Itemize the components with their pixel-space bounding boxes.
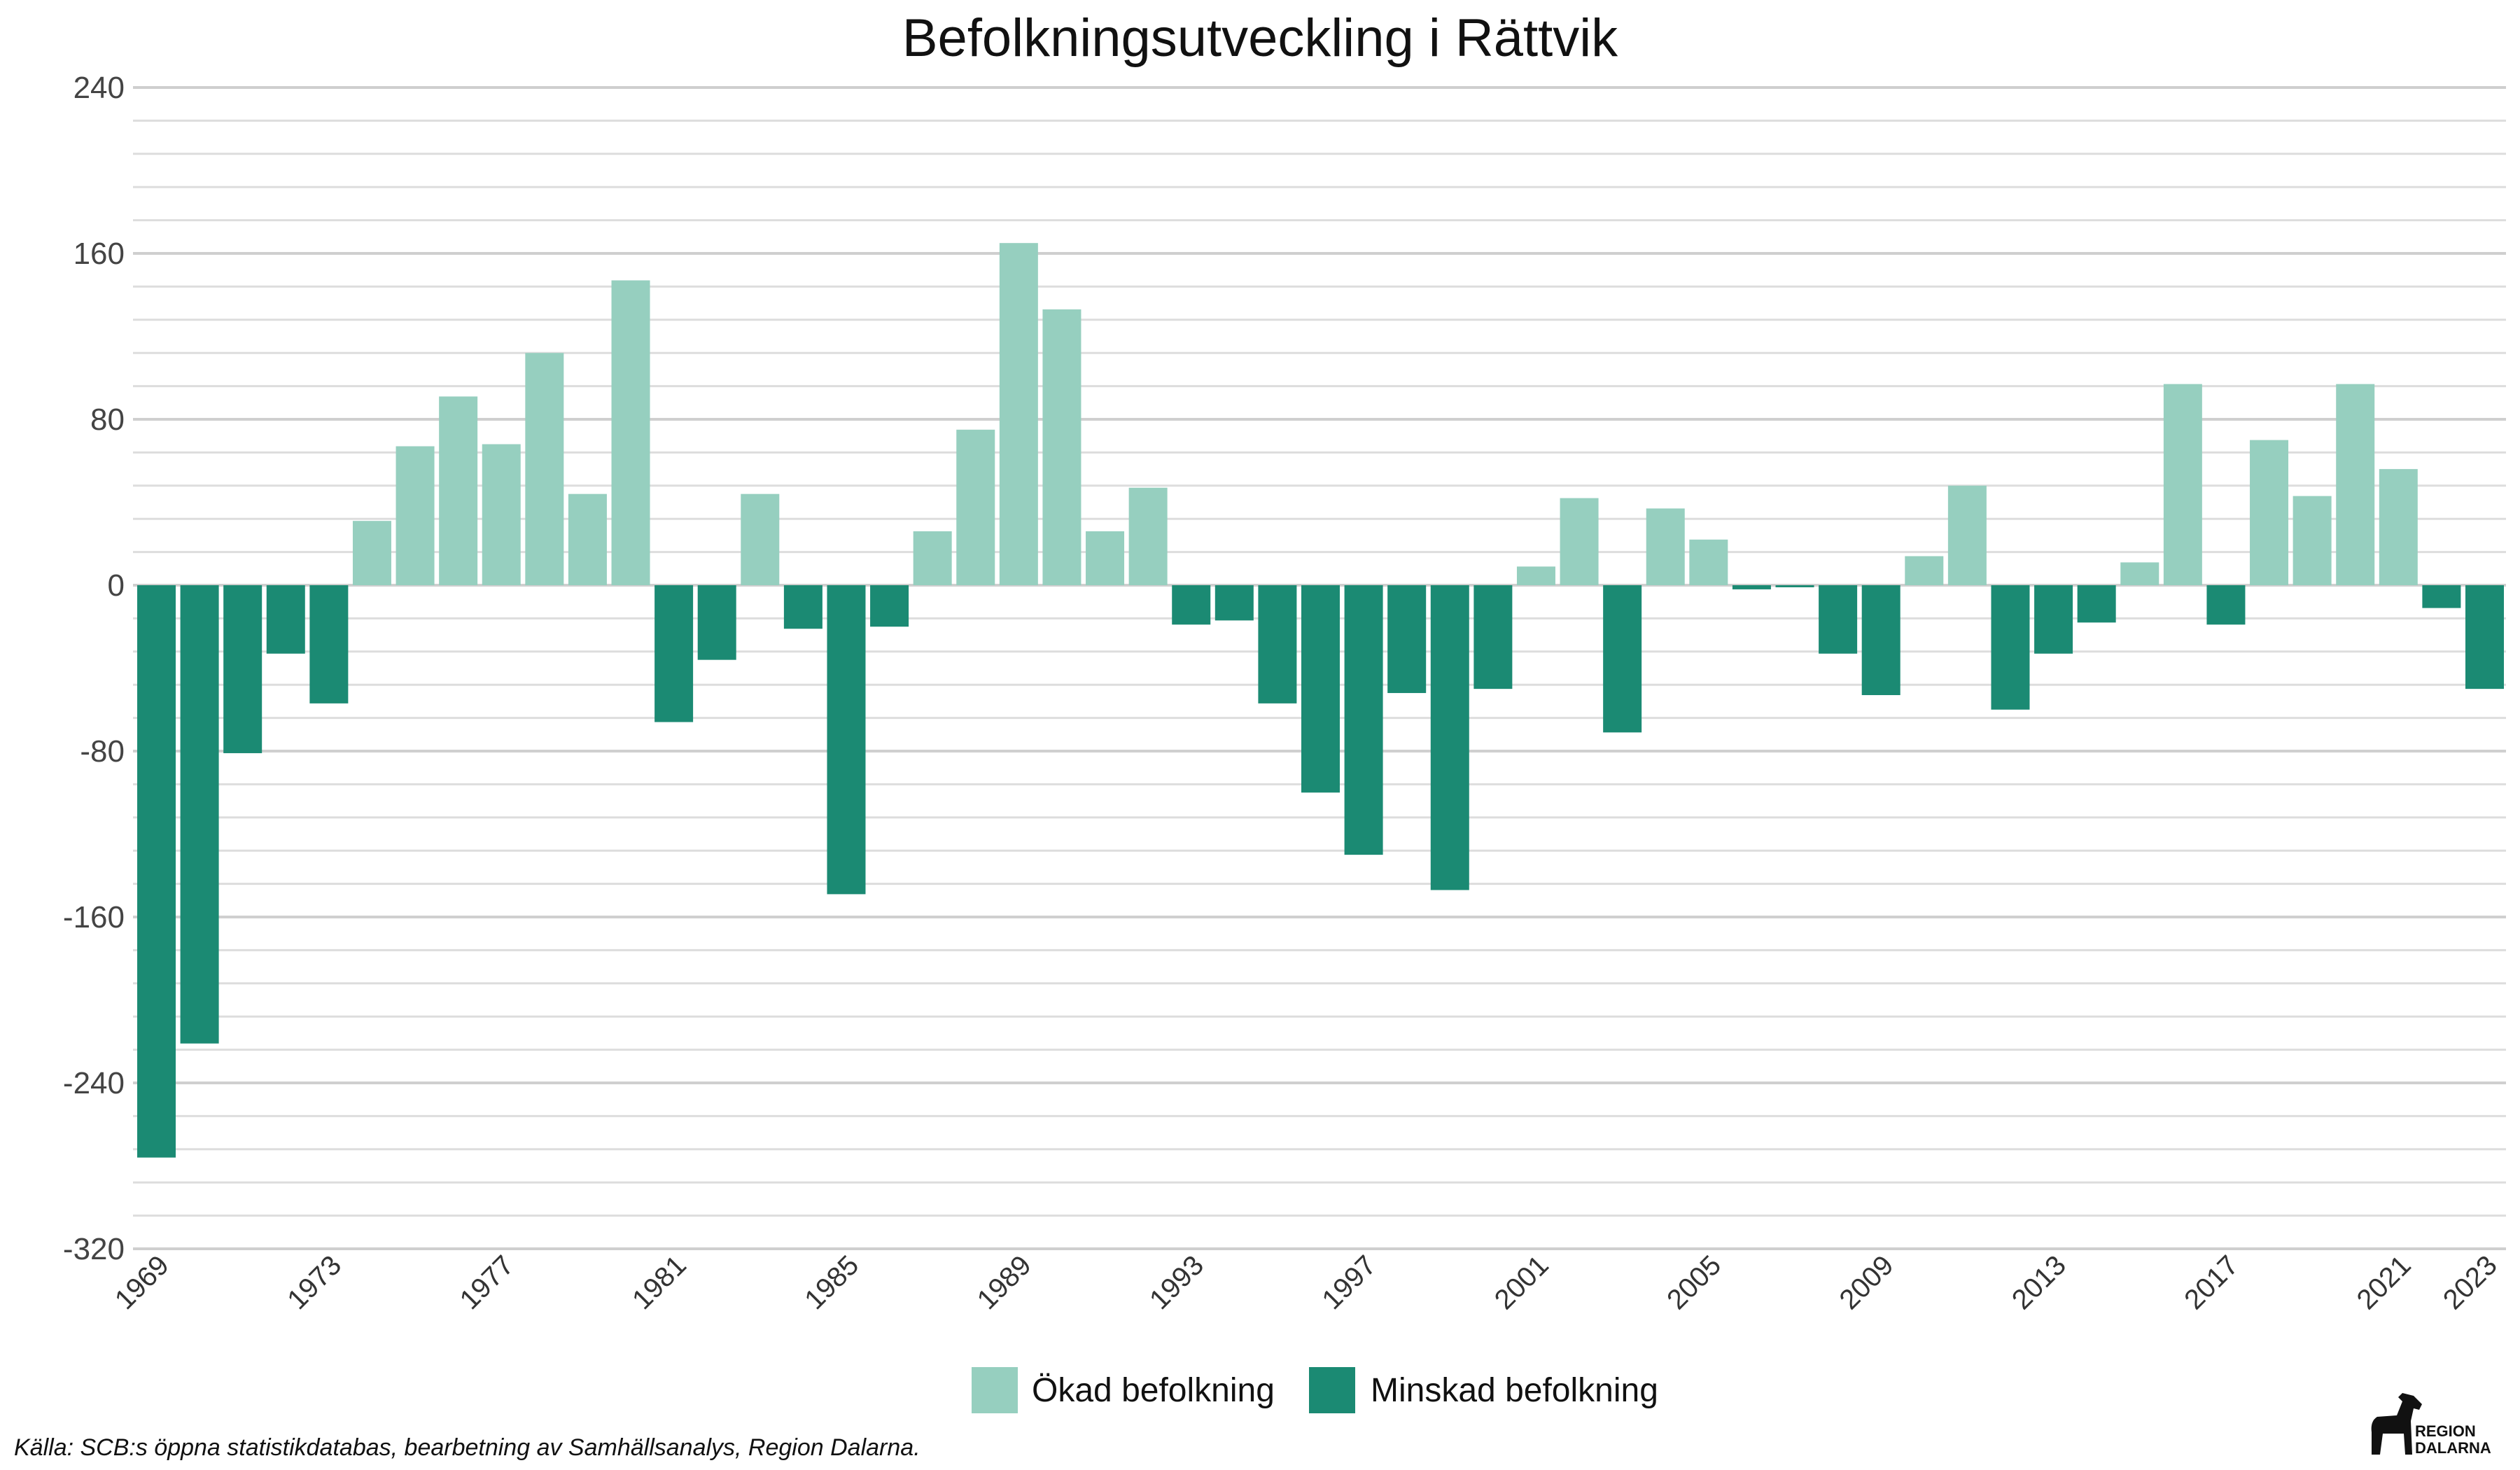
x-tick-label: 2023 (2437, 1250, 2503, 1315)
x-tick-label: 1993 (1144, 1250, 1210, 1315)
bar-1980 (611, 280, 650, 585)
bar-1987 (913, 531, 952, 585)
y-axis-ticks: 240 160 80 0 -80 -160 -240 -320 (63, 71, 125, 1266)
bar-2007 (1775, 585, 1814, 587)
bar-1982 (697, 585, 736, 660)
bar-1972 (266, 585, 305, 654)
logo-text-region: REGION (2415, 1422, 2476, 1440)
bar-2001 (1516, 566, 1555, 585)
bar-1993 (1172, 585, 1211, 625)
bar-2014 (2077, 585, 2116, 623)
x-tick-label: 2009 (1834, 1250, 1900, 1315)
bar-2008 (1819, 585, 1858, 654)
bar-2023 (2465, 585, 2504, 690)
y-tick-label: -80 (80, 734, 125, 769)
bar-1994 (1214, 585, 1254, 621)
bar-2009 (1861, 585, 1900, 696)
y-tick-label: -320 (63, 1232, 125, 1266)
y-tick-label: 0 (108, 568, 125, 603)
region-dalarna-logo: REGION DALARNA (2371, 1393, 2491, 1457)
bar-1983 (741, 493, 780, 585)
bar-1992 (1128, 487, 1168, 585)
bar-2017 (2206, 585, 2246, 625)
source-note: Källa: SCB:s öppna statistikdatabas, bea… (14, 1434, 920, 1461)
chart-title: Befolkningsutveckling i Rättvik (902, 8, 1618, 68)
x-tick-label: 1973 (281, 1250, 347, 1315)
bar-2002 (1560, 498, 1599, 585)
bar-2018 (2250, 440, 2289, 585)
x-tick-label: 1977 (454, 1250, 520, 1315)
bar-2005 (1689, 539, 1728, 585)
logo-text-dalarna: DALARNA (2415, 1439, 2491, 1457)
bar-1969 (137, 585, 176, 1158)
bar-1995 (1258, 585, 1297, 704)
bar-1981 (654, 585, 694, 722)
bar-1999 (1430, 585, 1469, 890)
x-tick-label: 1997 (1316, 1250, 1382, 1315)
bar-2021 (2379, 469, 2418, 585)
bar-1996 (1301, 585, 1340, 793)
bar-1997 (1344, 585, 1383, 855)
x-tick-label: 1981 (626, 1250, 692, 1315)
bar-1991 (1086, 531, 1125, 585)
x-tick-label: 2017 (2178, 1250, 2244, 1315)
legend-swatch-increase (972, 1367, 1018, 1413)
bar-1973 (309, 585, 349, 704)
x-tick-label: 1989 (972, 1250, 1037, 1315)
x-tick-label: 2013 (2006, 1250, 2072, 1315)
bar-1977 (482, 444, 521, 585)
bar-1979 (568, 493, 607, 585)
bar-1975 (396, 446, 435, 585)
bar-2015 (2120, 562, 2160, 585)
bar-1971 (223, 585, 262, 753)
x-tick-label: 2001 (1489, 1250, 1555, 1315)
bar-1970 (180, 585, 219, 1044)
legend-label-decrease: Minskad befolkning (1371, 1372, 1658, 1409)
bar-1989 (999, 243, 1038, 585)
bars (137, 243, 2504, 1158)
legend: Ökad befolkning Minskad befolkning (972, 1367, 1658, 1413)
y-tick-label: -160 (63, 900, 125, 934)
bar-1984 (783, 585, 822, 629)
bar-2003 (1603, 585, 1642, 733)
y-tick-label: 80 (90, 402, 125, 437)
legend-label-increase: Ökad befolkning (1032, 1372, 1275, 1409)
dala-horse-icon (2371, 1393, 2422, 1455)
bar-1990 (1042, 309, 1082, 585)
bar-1976 (439, 396, 478, 585)
x-tick-label: 2005 (1661, 1250, 1727, 1315)
y-tick-label: 160 (74, 237, 125, 271)
bar-2016 (2163, 384, 2202, 585)
bar-2010 (1905, 556, 1944, 585)
bar-2006 (1732, 585, 1771, 589)
x-axis-ticks: 1969 1973 1977 1981 1985 1989 1993 1997 2001 2005… (109, 1250, 2503, 1315)
bar-1978 (525, 353, 564, 585)
bar-2004 (1646, 508, 1685, 585)
bar-1985 (827, 585, 866, 895)
y-tick-label: -240 (63, 1066, 125, 1100)
bar-2000 (1474, 585, 1513, 690)
bar-2013 (2034, 585, 2073, 654)
y-tick-label: 240 (74, 71, 125, 105)
bar-1974 (352, 521, 391, 585)
bar-1988 (956, 429, 995, 585)
bar-2019 (2292, 496, 2332, 585)
x-tick-label: 2021 (2351, 1250, 2417, 1315)
legend-swatch-decrease (1309, 1367, 1355, 1413)
bar-2012 (1991, 585, 2030, 710)
x-tick-label: 1985 (799, 1250, 864, 1315)
bar-2011 (1947, 485, 1987, 585)
bar-2022 (2422, 585, 2461, 608)
bar-1998 (1387, 585, 1427, 694)
bar-1986 (870, 585, 909, 627)
bar-2020 (2336, 384, 2375, 585)
